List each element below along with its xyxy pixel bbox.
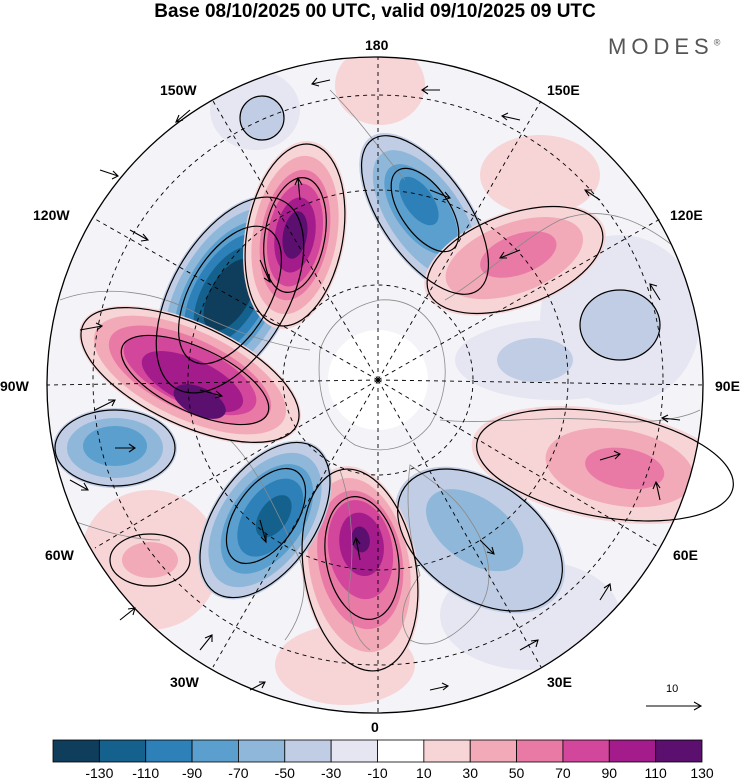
colorbar-tick-label: -50 xyxy=(274,765,295,781)
lon-label-150w: 150W xyxy=(160,82,197,98)
reference-vector-label: 10 xyxy=(666,683,679,695)
lon-label-90w: 90W xyxy=(0,378,29,394)
colorbar xyxy=(52,739,703,763)
lon-label-120w: 120W xyxy=(33,207,70,223)
negative-anomaly-160w xyxy=(240,96,284,140)
colorbar-swatch xyxy=(284,739,332,763)
colorbar-tick-label: 30 xyxy=(462,765,478,781)
colorbar-tick-label: 70 xyxy=(555,765,571,781)
anomaly-field xyxy=(47,57,703,713)
colorbar-swatch xyxy=(608,739,657,763)
colorbar-swatch xyxy=(655,739,703,763)
lon-label-180: 180 xyxy=(365,37,389,53)
colorbar-swatch xyxy=(191,739,239,763)
lon-label-30e: 30E xyxy=(547,674,572,690)
brand-name: MODES xyxy=(608,34,714,59)
lon-label-30w: 30W xyxy=(170,674,199,690)
positive-anomaly-55w xyxy=(122,542,178,578)
lon-label-120e: 120E xyxy=(670,207,703,223)
graticule xyxy=(46,57,704,713)
map-title: Base 08/10/2025 00 UTC, valid 09/10/2025… xyxy=(154,1,596,22)
map-boundary xyxy=(46,56,704,714)
colorbar-swatch xyxy=(98,739,147,763)
colorbar-swatch xyxy=(52,739,100,763)
colorbar-tick-label: -110 xyxy=(132,765,160,781)
negative-anomaly-100e xyxy=(580,290,660,360)
colorbar-swatch xyxy=(469,739,517,763)
colorbar-swatch xyxy=(562,739,610,763)
colorbar-tick-label: 110 xyxy=(644,765,667,781)
wind-vectors xyxy=(69,77,681,691)
colorbar-tick-label: 130 xyxy=(690,765,714,781)
colorbar-tick-label: -30 xyxy=(321,765,342,781)
colorbar-swatch xyxy=(516,739,564,763)
reference-vector xyxy=(646,701,703,711)
positive-anomaly-120e xyxy=(424,204,606,316)
positive-anomaly-75e xyxy=(471,405,703,525)
lon-label-60w: 60W xyxy=(45,547,74,563)
anomaly-patch xyxy=(480,135,600,215)
colorbar-tick-label: 10 xyxy=(416,765,432,781)
lon-label-90e: 90E xyxy=(715,378,740,394)
colorbar-tick-label: -70 xyxy=(228,765,249,781)
colorbar-tick-label: 50 xyxy=(508,765,525,781)
brand-mark: ® xyxy=(713,37,721,48)
colorbar-swatch xyxy=(377,739,425,763)
modes-logo: MODES® xyxy=(608,34,720,60)
negative-anomaly-45w xyxy=(198,440,332,600)
lon-label-60e: 60E xyxy=(673,547,698,563)
colorbar-tick-label: -90 xyxy=(181,765,203,781)
colorbar-tick-label: -130 xyxy=(85,765,114,781)
colorbar-swatch xyxy=(330,739,378,763)
colorbar-tick-label: -10 xyxy=(367,765,388,781)
colorbar-tick-label: 90 xyxy=(601,765,618,781)
colorbar-swatch xyxy=(238,739,286,763)
anomaly-patch xyxy=(335,57,425,125)
colorbar-swatch xyxy=(145,739,193,763)
coastlines xyxy=(59,89,701,651)
negative-anomaly-95e xyxy=(497,338,573,382)
lon-label-150e: 150E xyxy=(547,82,580,98)
colorbar-swatch xyxy=(423,739,471,763)
lon-label-0: 0 xyxy=(371,719,379,735)
